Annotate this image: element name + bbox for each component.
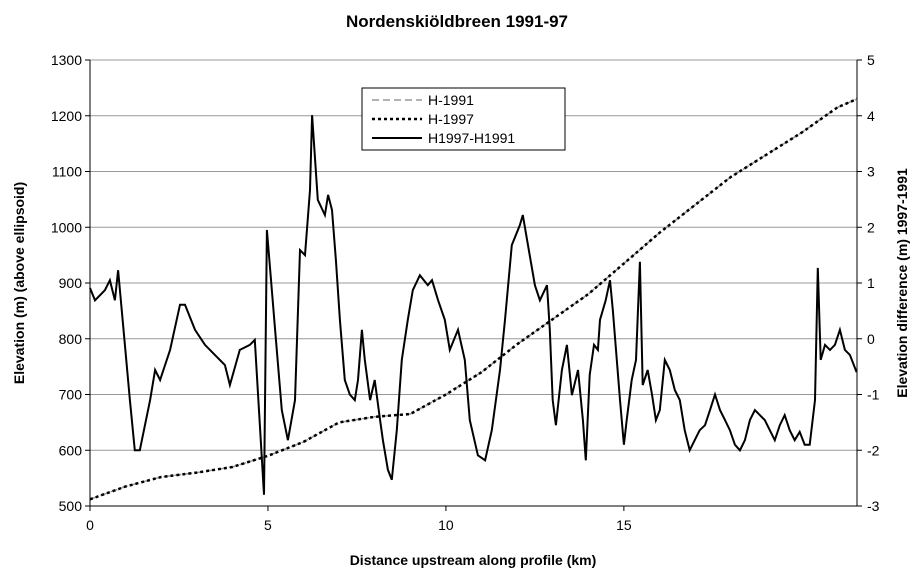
y-tick-label: 1300 bbox=[51, 52, 82, 68]
y2-axis-title: Elevation difference (m) 1997-1991 bbox=[894, 168, 910, 398]
legend-label: H-1997 bbox=[428, 111, 474, 127]
y-tick-label: 800 bbox=[59, 331, 83, 347]
y-tick-label: 600 bbox=[59, 442, 83, 458]
x-tick-label: 15 bbox=[616, 517, 632, 533]
legend-label: H-1991 bbox=[428, 92, 474, 108]
y-tick-label: 1000 bbox=[51, 219, 82, 235]
chart-title: Nordenskiöldbreen 1991-97 bbox=[346, 12, 568, 31]
y2-tick-label: -2 bbox=[867, 442, 880, 458]
legend-label: H1997-H1991 bbox=[428, 130, 515, 146]
y2-tick-label: -1 bbox=[867, 387, 880, 403]
y2-tick-label: 3 bbox=[867, 164, 875, 180]
y-axis-title: Elevation (m) (above ellipsoid) bbox=[11, 182, 27, 384]
y-tick-label: 700 bbox=[59, 387, 83, 403]
y-tick-label: 900 bbox=[59, 275, 83, 291]
y-tick-label: 1200 bbox=[51, 108, 82, 124]
y2-tick-label: 4 bbox=[867, 108, 875, 124]
y2-tick-label: 1 bbox=[867, 275, 875, 291]
y2-tick-label: -3 bbox=[867, 498, 880, 514]
x-tick-label: 5 bbox=[264, 517, 272, 533]
y2-tick-label: 2 bbox=[867, 219, 875, 235]
y-tick-label: 1100 bbox=[52, 164, 82, 180]
x-tick-label: 10 bbox=[438, 517, 454, 533]
y2-tick-label: 0 bbox=[867, 331, 875, 347]
y2-tick-label: 5 bbox=[867, 52, 875, 68]
x-tick-label: 0 bbox=[86, 517, 94, 533]
series-line bbox=[89, 97, 858, 501]
legend bbox=[361, 87, 566, 151]
series-line bbox=[89, 115, 858, 495]
y-tick-label: 500 bbox=[59, 498, 83, 514]
x-axis-title: Distance upstream along profile (km) bbox=[350, 552, 597, 568]
